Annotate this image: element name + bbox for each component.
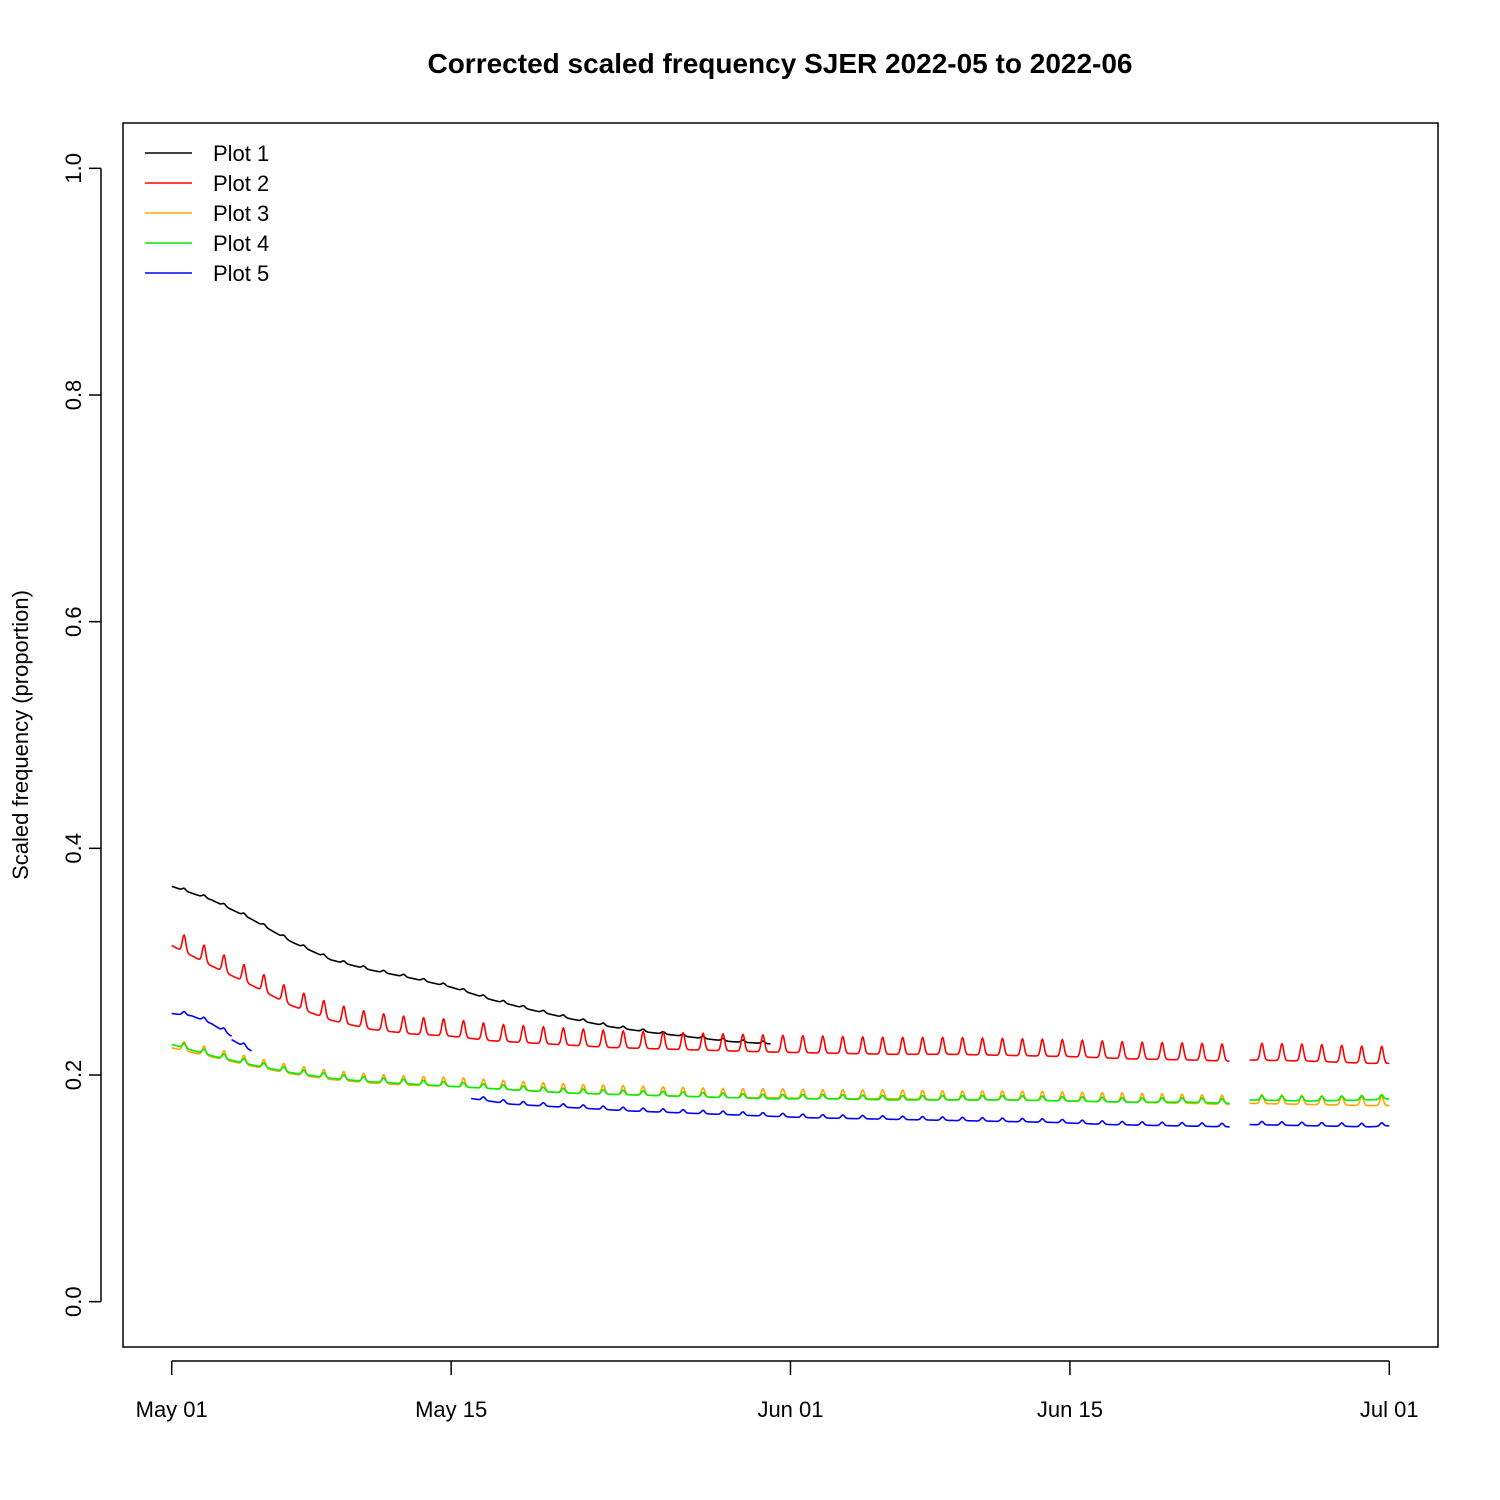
- series-line: [1249, 1042, 1390, 1065]
- y-tick-label: 0.6: [61, 606, 86, 637]
- x-tick-label: Jun 15: [1037, 1397, 1103, 1422]
- x-axis: May 01 May 15 Jun 01 Jun 15 Jul 01: [136, 1360, 1419, 1422]
- series-5: [171, 1010, 1390, 1128]
- legend-label: Plot 4: [213, 231, 269, 256]
- series-line: [231, 1038, 252, 1052]
- series-2: [171, 934, 1390, 1065]
- legend-label: Plot 3: [213, 201, 269, 226]
- series-layer: [171, 885, 1390, 1128]
- y-tick-label: 0.2: [61, 1060, 86, 1091]
- series-line: [171, 934, 1230, 1062]
- chart-title: Corrected scaled frequency SJER 2022-05 …: [427, 48, 1132, 79]
- y-tick-label: 0.4: [61, 833, 86, 864]
- series-line: [1249, 1093, 1390, 1107]
- series-4: [171, 1042, 1390, 1105]
- series-line: [171, 1010, 233, 1037]
- x-tick-label: May 15: [415, 1397, 487, 1422]
- series-line: [1249, 1120, 1390, 1128]
- plot-area-border: [122, 122, 1439, 1348]
- y-tick-label: 1.0: [61, 153, 86, 184]
- x-tick-label: Jul 01: [1360, 1397, 1419, 1422]
- y-tick-label: 0.0: [61, 1286, 86, 1317]
- y-axis: 0.0 0.2 0.4 0.6 0.8 1.0: [61, 153, 102, 1317]
- x-tick-label: Jun 01: [757, 1397, 823, 1422]
- x-tick-label: May 01: [136, 1397, 208, 1422]
- series-line: [1249, 1093, 1390, 1102]
- legend-label: Plot 1: [213, 141, 269, 166]
- series-1: [171, 885, 771, 1045]
- legend: Plot 1 Plot 2 Plot 3 Plot 4 Plot 5: [145, 141, 269, 286]
- y-tick-label: 0.8: [61, 380, 86, 411]
- legend-label: Plot 5: [213, 261, 269, 286]
- y-axis-label: Scaled frequency (proportion): [8, 590, 33, 880]
- series-line: [471, 1096, 1230, 1128]
- series-line: [171, 885, 771, 1045]
- series-line: [171, 1042, 1230, 1105]
- legend-label: Plot 2: [213, 171, 269, 196]
